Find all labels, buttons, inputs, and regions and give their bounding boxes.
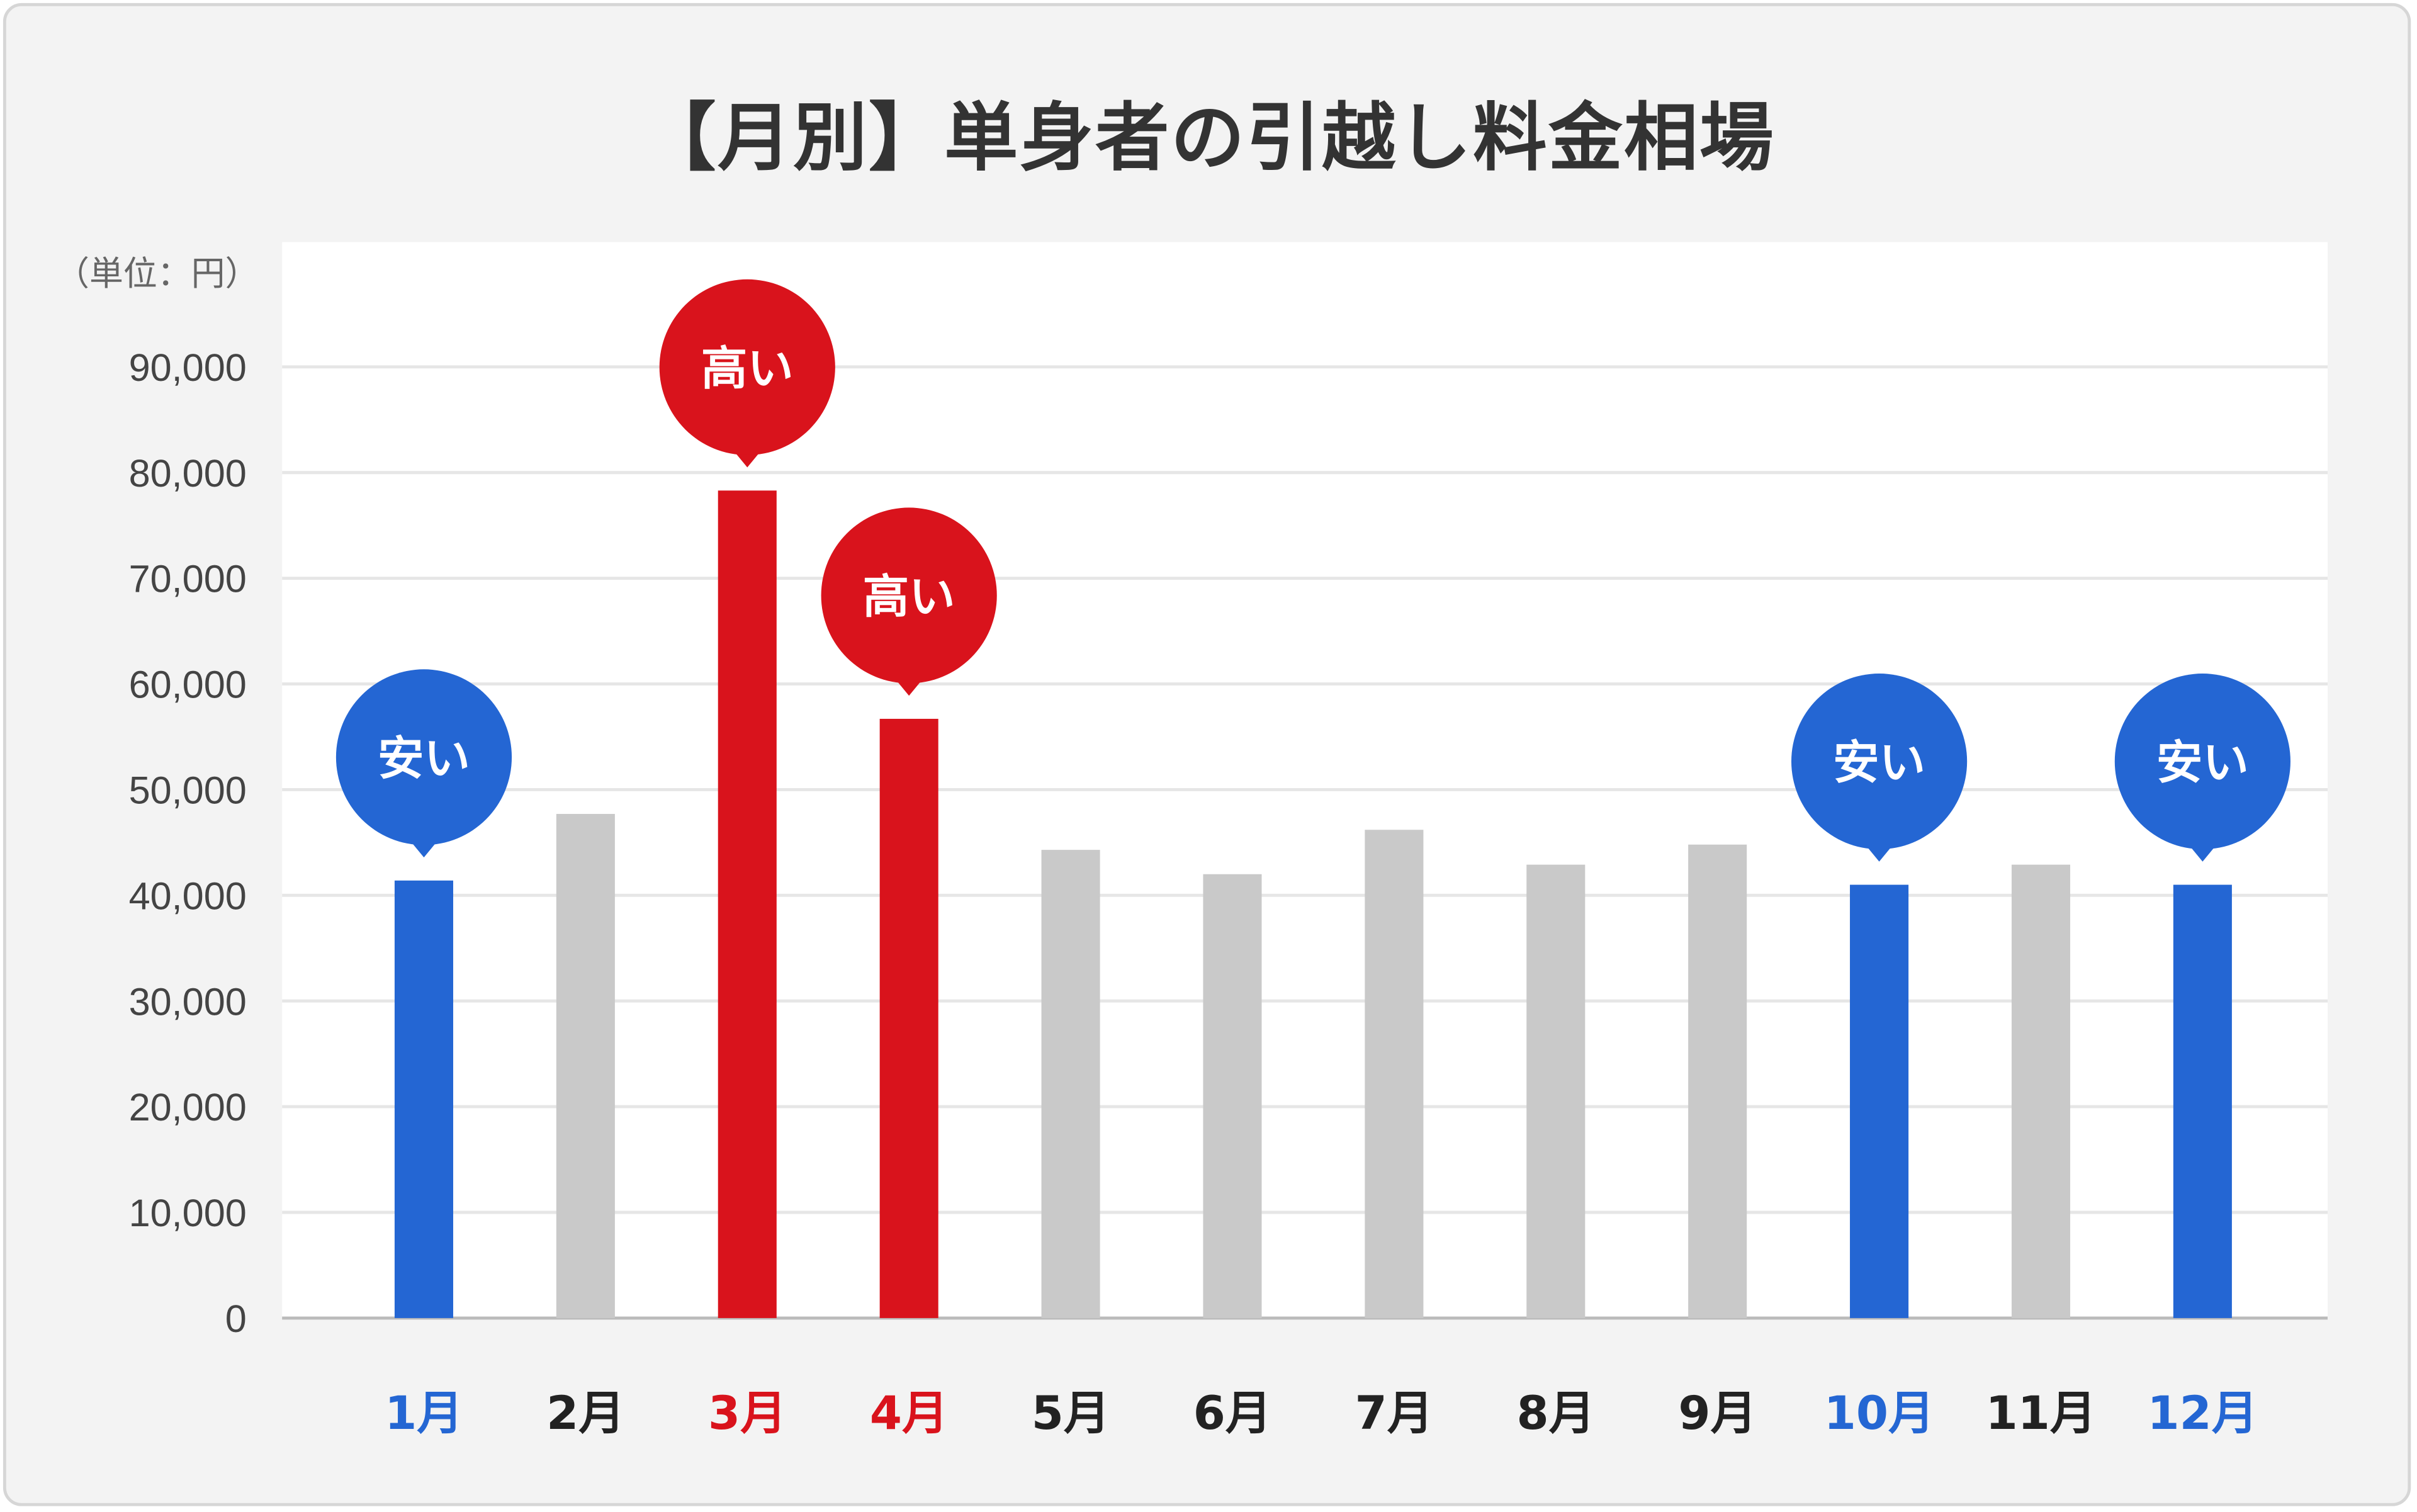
annotation-label: 高い <box>701 342 794 395</box>
bar-1 <box>394 880 454 1318</box>
y-axis-unit-label: （単位：円） <box>55 256 259 295</box>
bar-3 <box>718 490 777 1318</box>
x-tick-label: 11月 <box>1986 1387 2097 1440</box>
chart-title: 【月別】単身者の引越し料金相場 <box>641 95 1776 182</box>
y-tick-label: 0 <box>225 1297 247 1340</box>
x-tick-label: 10月 <box>1824 1387 1935 1440</box>
y-tick-label: 30,000 <box>129 980 247 1023</box>
x-tick-label: 4月 <box>870 1387 949 1440</box>
x-tick-label: 5月 <box>1032 1387 1110 1440</box>
x-tick-label: 8月 <box>1516 1387 1595 1440</box>
y-tick-label: 20,000 <box>129 1086 247 1129</box>
x-tick-label: 3月 <box>708 1387 787 1440</box>
bar-8 <box>1526 864 1586 1318</box>
annotation-label: 安い <box>378 732 470 786</box>
x-tick-label: 2月 <box>546 1387 625 1440</box>
x-tick-label: 6月 <box>1193 1387 1272 1440</box>
y-tick-label: 10,000 <box>129 1192 247 1234</box>
bar-12 <box>2173 884 2232 1318</box>
bar-10 <box>1850 884 1909 1318</box>
annotation-bubble <box>1791 674 1968 850</box>
x-tick-label: 9月 <box>1678 1387 1757 1440</box>
y-tick-label: 90,000 <box>129 346 247 389</box>
annotation-label: 安い <box>1833 736 1925 790</box>
bar-11 <box>2011 864 2071 1318</box>
bar-7 <box>1365 830 1424 1318</box>
bar-9 <box>1688 844 1747 1318</box>
bar-5 <box>1041 850 1100 1318</box>
y-tick-label: 40,000 <box>129 874 247 917</box>
y-tick-label: 70,000 <box>129 558 247 601</box>
plot-area <box>282 242 2328 1318</box>
x-tick-label: 1月 <box>385 1387 463 1440</box>
annotation-label: 安い <box>2156 736 2249 790</box>
bar-6 <box>1203 874 1262 1318</box>
x-tick-label: 7月 <box>1355 1387 1434 1440</box>
y-tick-label: 80,000 <box>129 452 247 495</box>
x-tick-label: 12月 <box>2148 1387 2258 1440</box>
y-tick-label: 60,000 <box>129 663 247 706</box>
bar-2 <box>556 814 615 1318</box>
annotation-bubble <box>2114 674 2290 850</box>
annotation-label: 高い <box>863 570 955 624</box>
bar-4 <box>879 718 938 1318</box>
annotation-bubble <box>335 669 512 845</box>
y-tick-label: 50,000 <box>129 769 247 811</box>
annotation-bubble <box>659 279 835 455</box>
annotation-bubble <box>821 507 997 684</box>
